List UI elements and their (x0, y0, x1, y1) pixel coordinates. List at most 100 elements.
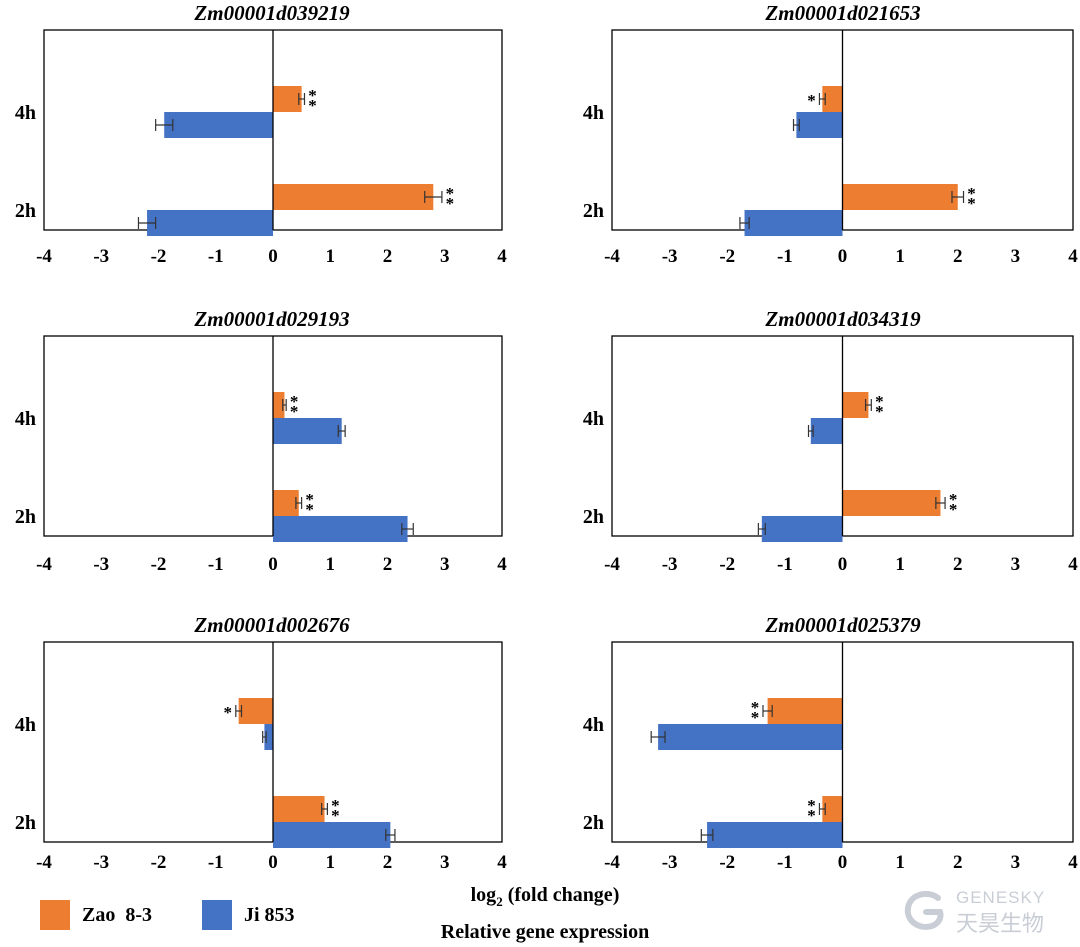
bar-ji (147, 210, 273, 236)
bar-ji (761, 516, 843, 542)
significance-mark: * (751, 698, 760, 717)
x-tick-label: 3 (440, 852, 450, 873)
x-axis-label-fold-change: (fold change) (502, 884, 620, 906)
watermark-text-top: GENESKY (956, 888, 1046, 907)
x-tick-label: 0 (838, 852, 848, 873)
watermark: GENESKY 天昊生物 (900, 886, 1075, 938)
x-tick-label: 0 (268, 852, 278, 873)
x-tick-label: -1 (208, 554, 224, 575)
x-tick-label: -2 (719, 246, 735, 267)
category-label: 4h (583, 102, 604, 124)
bar-ji (273, 418, 342, 444)
x-tick-label: -2 (151, 246, 167, 267)
panel-title: Zm00001d034319 (764, 307, 921, 331)
x-axis-label-log: log (470, 884, 497, 906)
legend-swatch-zao (40, 900, 70, 930)
category-label: 2h (15, 506, 36, 528)
x-tick-label: 2 (383, 246, 393, 267)
x-tick-label: 0 (268, 554, 278, 575)
significance-mark: * (290, 392, 299, 411)
x-tick-label: -4 (604, 554, 620, 575)
x-tick-label: 1 (326, 554, 336, 575)
bar-ji (164, 112, 273, 138)
x-tick-label: -2 (151, 554, 167, 575)
legend-item-ji: Ji 853 (202, 900, 295, 930)
x-tick-label: -1 (777, 554, 793, 575)
x-tick-label: 0 (268, 246, 278, 267)
significance-mark: * (308, 96, 317, 115)
x-tick-label: 2 (953, 554, 963, 575)
x-axis-label-line2: Relative gene expression (440, 921, 650, 943)
x-tick-label: -4 (36, 852, 52, 873)
legend-swatch-ji (202, 900, 232, 930)
significance-mark: * (875, 392, 884, 411)
bar-ji (744, 210, 843, 236)
significance-mark: * (308, 86, 317, 105)
x-axis-label-subscript: 2 (496, 894, 503, 909)
x-tick-label: 2 (383, 554, 393, 575)
x-tick-label: -3 (662, 246, 678, 267)
bar-ji (810, 418, 843, 444)
significance-mark: * (290, 402, 299, 421)
significance-mark: * (967, 184, 976, 203)
category-label: 4h (583, 714, 604, 736)
bar-ji (707, 822, 843, 848)
category-label: 4h (15, 714, 36, 736)
x-tick-label: -1 (777, 852, 793, 873)
bar-ji (273, 822, 391, 848)
x-tick-label: 4 (497, 246, 507, 267)
x-tick-label: -4 (36, 246, 52, 267)
category-label: 2h (15, 200, 36, 222)
panel-title: Zm00001d002676 (193, 613, 350, 637)
bar-ji (273, 516, 408, 542)
x-tick-label: 0 (838, 246, 848, 267)
significance-mark: * (807, 806, 816, 825)
x-tick-label: 3 (1011, 554, 1021, 575)
significance-mark: * (875, 402, 884, 421)
significance-mark: * (305, 500, 314, 519)
significance-mark: * (331, 806, 340, 825)
category-label: 2h (15, 812, 36, 834)
bar-zao (273, 86, 302, 112)
x-tick-label: -2 (151, 852, 167, 873)
category-label: 4h (15, 102, 36, 124)
genesky-logo-icon (904, 890, 944, 930)
category-label: 4h (583, 408, 604, 430)
x-axis-label-line1: log2 (fold change) (360, 880, 730, 917)
x-tick-label: -3 (662, 852, 678, 873)
x-tick-label: -4 (36, 554, 52, 575)
bar-zao (273, 490, 299, 516)
category-label: 2h (583, 812, 604, 834)
category-label: 4h (15, 408, 36, 430)
legend-label-zao: Zao 8-3 (82, 903, 152, 926)
significance-mark: * (949, 490, 958, 509)
watermark-text-bottom: 天昊生物 (956, 912, 1045, 937)
panel-title: Zm00001d025379 (764, 613, 921, 637)
x-tick-label: 1 (895, 554, 905, 575)
x-tick-label: -1 (208, 246, 224, 267)
bar-zao (842, 184, 958, 210)
legend-item-zao: Zao 8-3 (40, 900, 152, 930)
significance-mark: * (949, 500, 958, 519)
significance-mark: * (305, 490, 314, 509)
bar-ji (658, 724, 843, 750)
bar-ji (796, 112, 843, 138)
bar-zao (767, 698, 843, 724)
x-tick-label: -3 (93, 246, 109, 267)
legend-label-ji: Ji 853 (244, 903, 295, 926)
bar-zao (842, 490, 941, 516)
x-tick-label: 2 (953, 852, 963, 873)
category-label: 2h (583, 506, 604, 528)
x-tick-label: -4 (604, 852, 620, 873)
significance-mark: * (807, 91, 816, 110)
x-tick-label: 4 (1068, 246, 1078, 267)
x-tick-label: 3 (440, 246, 450, 267)
category-label: 2h (583, 200, 604, 222)
legend: Zao 8-3 Ji 853 (0, 890, 420, 940)
x-tick-label: -1 (208, 852, 224, 873)
x-tick-label: 1 (895, 852, 905, 873)
x-axis-label: log2 (fold change) Relative gene express… (360, 880, 730, 947)
x-tick-label: 2 (953, 246, 963, 267)
significance-mark: * (446, 184, 455, 203)
